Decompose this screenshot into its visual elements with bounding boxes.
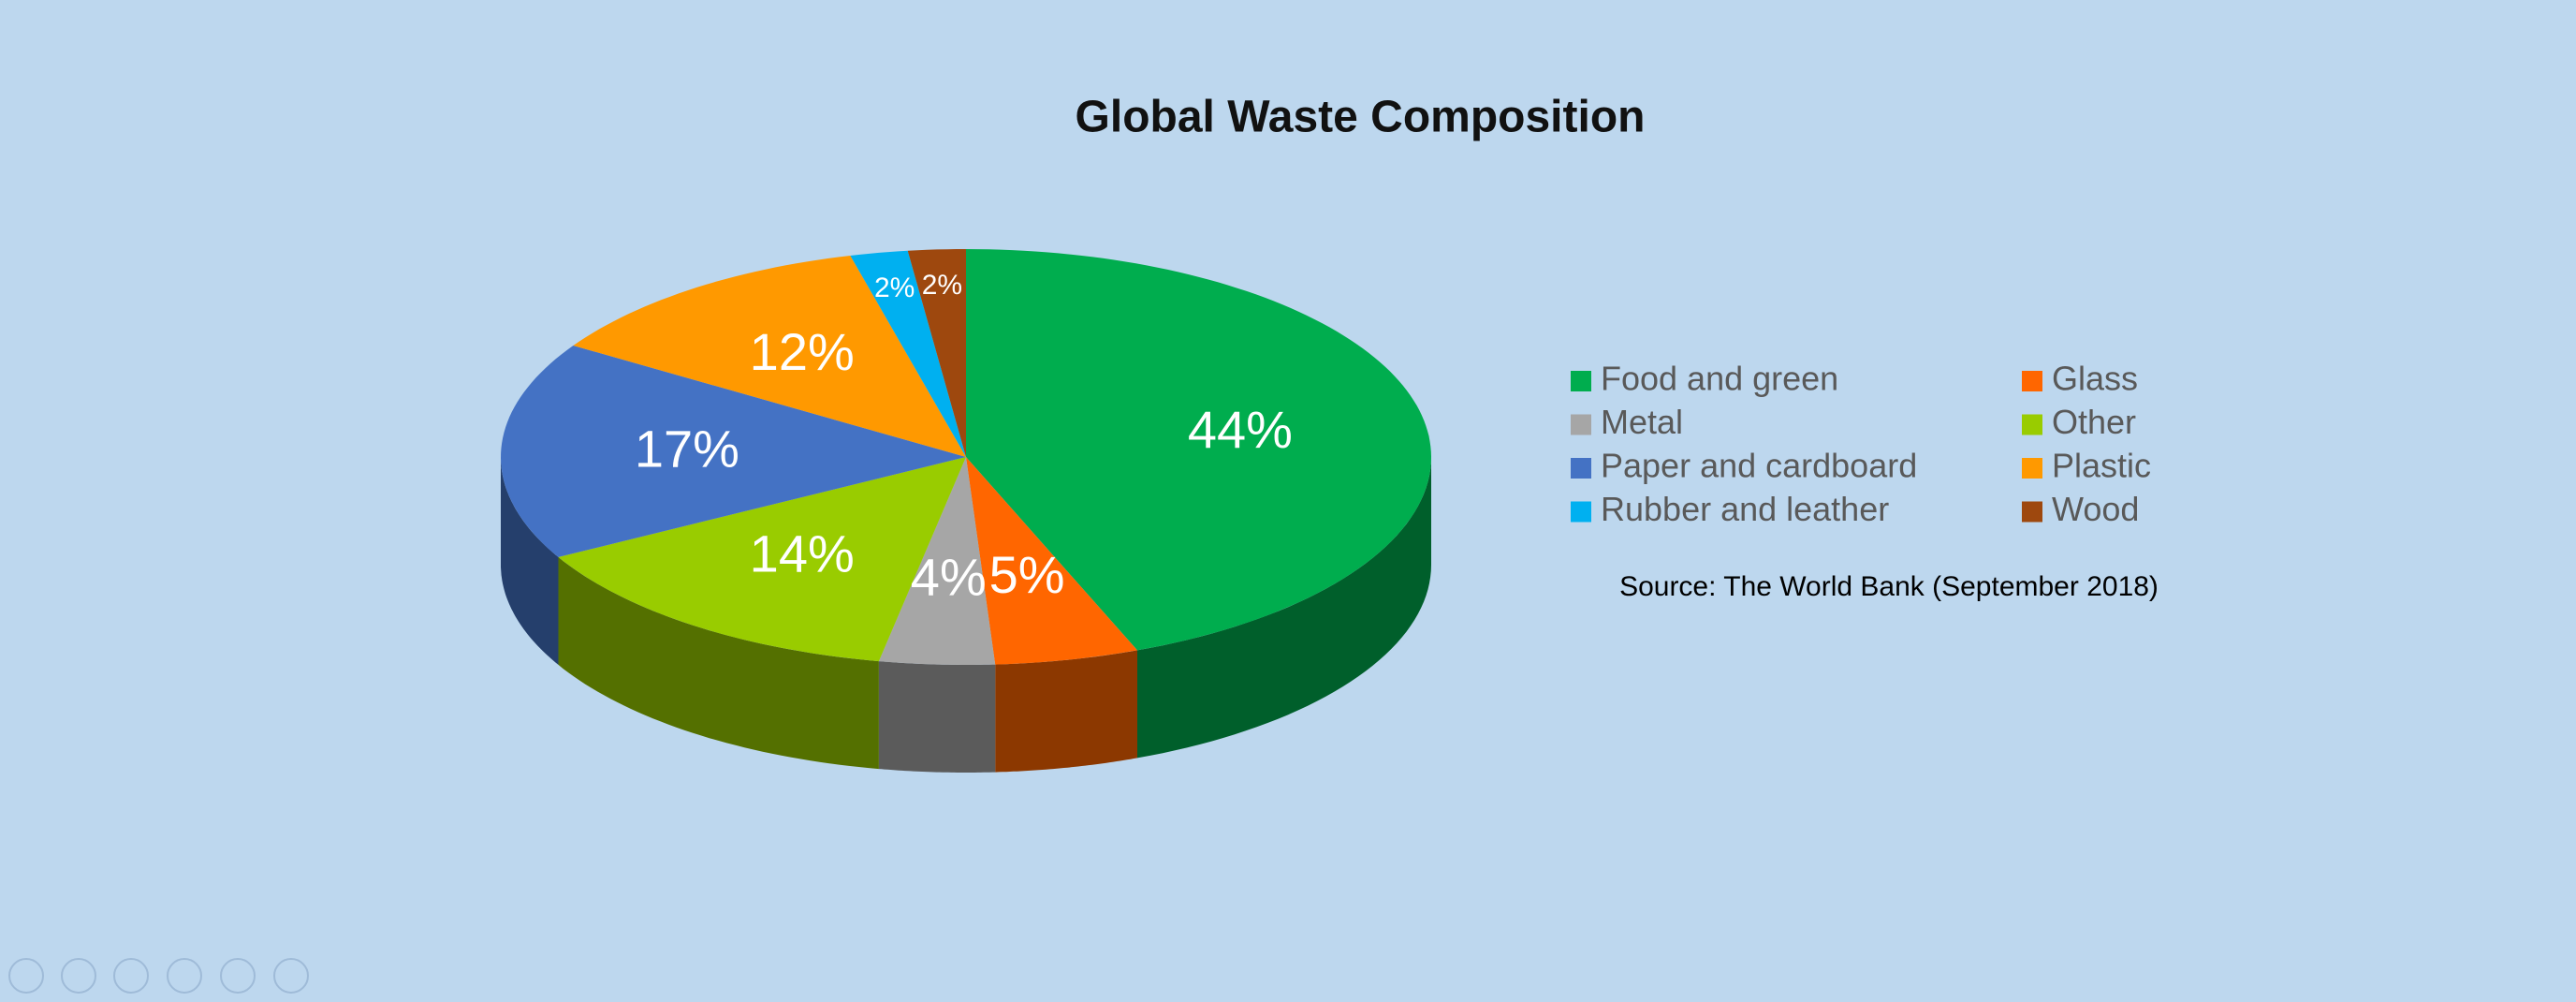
data-label: 12% <box>750 322 855 381</box>
pie-slice <box>558 457 966 662</box>
pen-button[interactable] <box>113 958 149 994</box>
pie-slice <box>966 457 1137 665</box>
legend-label: Food and green <box>1601 360 1838 398</box>
data-label: 14% <box>750 524 855 583</box>
data-label: 44% <box>1188 400 1293 459</box>
pie-slice-side <box>501 457 559 665</box>
pie-slice <box>573 256 966 457</box>
pie-slice-side <box>878 661 996 773</box>
pie-slice <box>878 457 996 665</box>
legend-label: Other <box>2052 403 2136 441</box>
pie: 44% 5%4% 14%17%12% 2% 2% <box>501 249 1431 773</box>
legend-swatch <box>2022 371 2042 391</box>
data-label: 5% <box>989 545 1065 604</box>
pie-slice <box>907 249 966 457</box>
legend-label: Wood <box>2052 490 2139 528</box>
next-button[interactable] <box>61 958 96 994</box>
chart-title: Global Waste Composition <box>1076 93 1646 142</box>
legend-label: Rubber and leather <box>1601 490 1889 528</box>
slides-button[interactable] <box>167 958 202 994</box>
data-label: 17% <box>635 420 739 479</box>
legend-label: Metal <box>1601 403 1683 441</box>
legend-swatch <box>1571 458 1591 479</box>
data-label: 4% <box>911 548 987 607</box>
pie-slice <box>850 250 966 457</box>
prev-button[interactable] <box>8 958 44 994</box>
pie-slice <box>966 249 1431 651</box>
pie-slice-side <box>558 556 879 770</box>
more-button[interactable] <box>273 958 309 994</box>
legend-swatch <box>1571 371 1591 391</box>
legend-swatch <box>2022 501 2042 523</box>
legend: Food and green Glass Metal Other Paper and c… <box>1571 360 2151 528</box>
pie-slice-side <box>1137 457 1431 759</box>
legend-swatch <box>2022 414 2042 435</box>
data-label: 2% <box>922 270 962 301</box>
legend-label: Paper and cardboard <box>1601 447 1917 485</box>
legend-swatch <box>1571 501 1591 523</box>
pie-slice-side <box>995 650 1137 773</box>
legend-swatch <box>1571 414 1591 435</box>
pie-slice <box>501 346 966 557</box>
source-note: Source: The World Bank (September 2018) <box>1619 571 2159 602</box>
legend-swatch <box>2022 458 2042 479</box>
data-label: 2% <box>874 273 915 303</box>
legend-label: Plastic <box>2052 447 2151 485</box>
zoom-button[interactable] <box>220 958 256 994</box>
legend-label: Glass <box>2052 360 2138 398</box>
slideshow-toolbar <box>8 958 309 994</box>
